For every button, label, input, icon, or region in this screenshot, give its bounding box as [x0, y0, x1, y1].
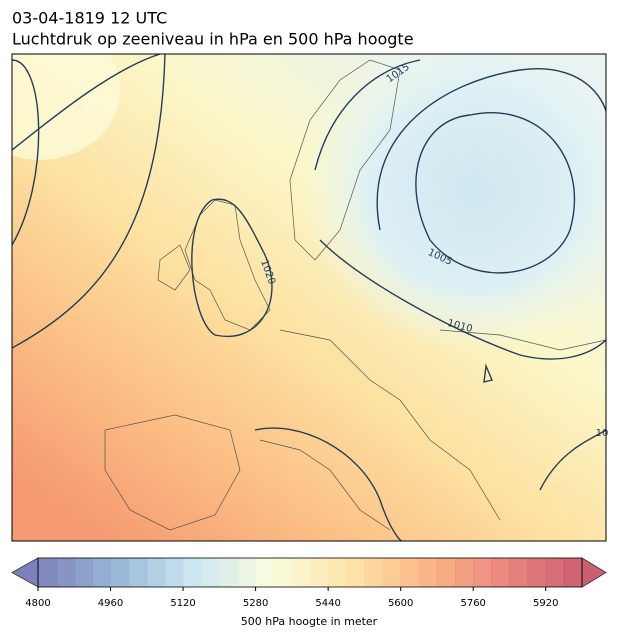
- colorbar-band: [563, 558, 583, 587]
- colorbar-band: [183, 558, 202, 587]
- colorbar-band: [38, 558, 57, 587]
- colorbar-band: [382, 558, 402, 587]
- colorbar-band: [56, 558, 75, 587]
- colorbar-label: 500 hPa hoogte in meter: [241, 615, 378, 628]
- colorbar-band: [527, 558, 547, 587]
- colorbar-band: [455, 558, 474, 587]
- colorbar-tick-label: 4960: [98, 598, 123, 609]
- colorbar-band: [255, 558, 275, 587]
- colorbar-tick-label: 4800: [25, 598, 50, 609]
- colorbar-band: [110, 558, 130, 587]
- colorbar-tick-label: 5280: [243, 598, 268, 609]
- colorbar-band: [291, 558, 311, 587]
- title: 03-04-1819 12 UTC: [12, 9, 167, 28]
- colorbar-band: [146, 558, 166, 587]
- map-frame: [11, 53, 607, 542]
- colorbar-band: [92, 558, 112, 587]
- map: [12, 54, 606, 541]
- colorbar-band: [491, 558, 510, 587]
- colorbar-band: [164, 558, 184, 587]
- colorbar-tick-label: 5920: [533, 598, 558, 609]
- colorbar-band: [436, 558, 456, 587]
- colorbar-band: [219, 558, 238, 587]
- subtitle: Luchtdruk op zeeniveau in hPa en 500 hPa…: [12, 30, 414, 49]
- colorbar-frame: [37, 557, 583, 588]
- colorbar-band: [509, 558, 529, 587]
- colorbar-tick-label: 5760: [460, 598, 485, 609]
- colorbar-band: [473, 558, 492, 587]
- colorbar-band: [328, 558, 347, 587]
- colorbar-band: [418, 558, 438, 587]
- colorbar-band: [201, 558, 220, 587]
- colorbar-band: [400, 558, 420, 587]
- colorbar-band: [273, 558, 293, 587]
- colorbar-band: [545, 558, 565, 587]
- colorbar-tick-label: 5600: [388, 598, 413, 609]
- colorbar-band: [128, 558, 148, 587]
- colorbar-extend-low: [11, 557, 39, 588]
- colorbar-band: [74, 558, 93, 587]
- colorbar-band: [346, 558, 365, 587]
- colorbar-band: [364, 558, 384, 587]
- colorbar-tick-label: 5440: [315, 598, 340, 609]
- colorbar-tick-label: 5120: [170, 598, 195, 609]
- colorbar-band: [310, 558, 329, 587]
- colorbar-extend-high: [581, 557, 607, 588]
- colorbar-band: [237, 558, 257, 587]
- contour-label: 10: [596, 428, 609, 439]
